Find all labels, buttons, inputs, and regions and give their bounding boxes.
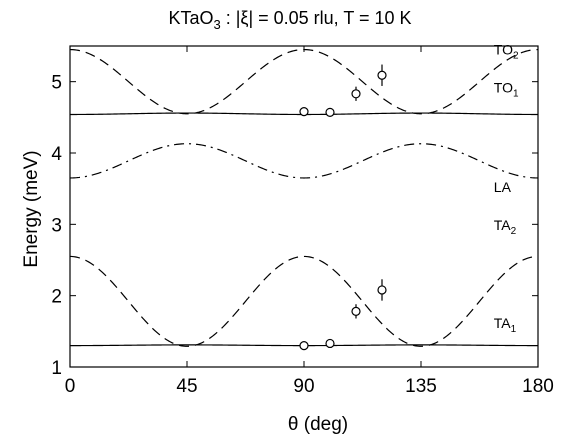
data-point xyxy=(325,107,335,117)
branch-label-main: TA xyxy=(494,217,512,233)
plot-frame xyxy=(69,45,539,368)
data-points-layer xyxy=(299,64,387,351)
curves-layer xyxy=(69,48,539,347)
branch-label-main: TO xyxy=(494,79,513,95)
branch-label-subscript: 2 xyxy=(513,51,519,62)
chart-title-rest: : |ξ| = 0.05 rlu, T = 10 K xyxy=(221,8,412,28)
data-point xyxy=(351,306,361,316)
x-tick-label: 90 xyxy=(293,376,314,397)
x-tick-label: 0 xyxy=(65,376,76,397)
x-axis-label: θ (deg) xyxy=(288,414,348,435)
chart-title-subscript: 3 xyxy=(213,17,220,32)
curve-ta2 xyxy=(69,255,539,347)
chart-title-main: KTaO xyxy=(168,8,213,28)
x-tick-label: 135 xyxy=(405,376,437,397)
data-point xyxy=(299,107,309,117)
y-tick-label: 3 xyxy=(51,215,62,236)
branch-label-ta2: TA2 xyxy=(494,217,517,237)
branch-label-main: LA xyxy=(494,179,512,195)
data-point xyxy=(377,70,387,80)
y-tick-label: 5 xyxy=(51,73,62,94)
y-tick-label: 4 xyxy=(51,144,62,165)
branch-label-subscript: 2 xyxy=(511,226,517,237)
branch-label-la: LA xyxy=(494,179,512,195)
x-tick-label: 180 xyxy=(522,376,554,397)
branch-label-to1: TO1 xyxy=(494,79,519,99)
data-point xyxy=(299,341,309,351)
data-point xyxy=(377,285,387,295)
branch-label-subscript: 1 xyxy=(511,324,517,335)
curve-la xyxy=(69,143,539,179)
branch-label-main: TO xyxy=(494,42,513,58)
data-point xyxy=(325,338,335,349)
branch-label-main: TA xyxy=(494,315,512,331)
y-tick-label: 1 xyxy=(51,358,62,379)
branch-label-ta1: TA1 xyxy=(494,315,517,335)
y-tick-label: 2 xyxy=(51,287,62,308)
curve-to2 xyxy=(69,48,539,115)
chart-title: KTaO3 : |ξ| = 0.05 rlu, T = 10 K xyxy=(168,8,411,32)
branch-label-to2: TO2 xyxy=(494,42,519,62)
y-axis-label: Energy (meV) xyxy=(21,150,42,267)
x-tick-label: 45 xyxy=(176,376,197,397)
branch-label-subscript: 1 xyxy=(513,88,519,99)
data-point xyxy=(351,89,361,99)
